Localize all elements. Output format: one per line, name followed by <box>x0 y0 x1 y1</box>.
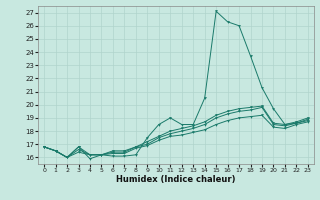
X-axis label: Humidex (Indice chaleur): Humidex (Indice chaleur) <box>116 175 236 184</box>
